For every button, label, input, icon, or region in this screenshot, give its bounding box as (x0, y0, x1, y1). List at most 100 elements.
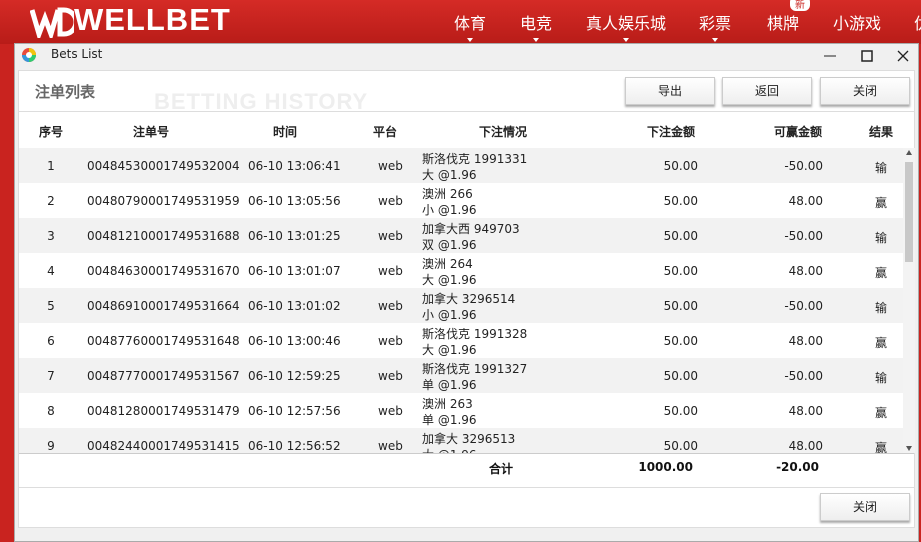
window-controls[interactable] (820, 47, 915, 65)
bet-event: 澳洲 263 (422, 397, 473, 411)
stake: 50.00 (663, 194, 698, 208)
window-title: Bets List (51, 47, 103, 61)
bet-time: 06-10 13:01:02 (248, 299, 341, 313)
bet-event: 加拿大西 949703 (422, 222, 520, 236)
platform: web (378, 404, 403, 418)
nav-item[interactable]: 真人娱乐城 (586, 10, 666, 42)
window-icon (22, 48, 36, 62)
action-button[interactable]: 导出 (625, 77, 715, 105)
window: Bets List 注单列表 BETTING HISTORY 1 00484530… (14, 43, 919, 542)
nav-arrow (533, 38, 539, 42)
platform: web (378, 264, 403, 278)
logo[interactable]: WELLBET (74, 2, 231, 37)
bet-event: 澳洲 266 (422, 187, 473, 201)
order-id: 00486910001749531664 (87, 299, 240, 313)
row-index: 1 (47, 159, 55, 173)
payout: 48.00 (788, 439, 823, 453)
nav-item[interactable]: 棋牌 (767, 14, 800, 33)
stake: 50.00 (663, 299, 698, 313)
bet-pick: 小 @1.96 (422, 308, 477, 322)
result: 赢 (874, 336, 888, 350)
bet-row: 1 00484530001749532004 06-10 13:06:41 web 斯洛… (19, 148, 903, 183)
stake: 50.00 (663, 159, 698, 173)
platform: web (378, 334, 403, 348)
nav-item[interactable]: 小游戏 (833, 14, 882, 33)
bet-time: 06-10 13:01:07 (248, 264, 341, 278)
bet-event: 斯洛伐克 1991327 (422, 362, 528, 376)
nav-item[interactable]: 电竞 (520, 10, 552, 42)
result: 输 (874, 161, 888, 175)
column-header: 下注情况 (478, 125, 528, 139)
bet-pick: 大 @1.96 (422, 446, 477, 453)
bet-row: 8 00481280001749531479 06-10 12:57:56 web 澳洲… (19, 393, 903, 428)
nav-arrow (712, 38, 718, 42)
row-index: 9 (47, 439, 55, 453)
bet-event: 斯洛伐克 1991328 (422, 327, 528, 341)
action-button[interactable]: 关闭 (820, 77, 910, 105)
nav-item[interactable]: 优 (914, 10, 921, 34)
bet-pick: 小 @1.96 (422, 203, 477, 217)
payout: -50.00 (784, 159, 823, 173)
bet-row: 7 00487770001749531567 06-10 12:59:25 web 斯洛… (19, 358, 903, 393)
bet-time: 06-10 12:57:56 (248, 404, 341, 418)
payout: 48.00 (788, 194, 823, 208)
order-id: 00484630001749531670 (87, 264, 240, 278)
bet-time: 06-10 12:56:52 (248, 439, 341, 453)
nav-arrow (467, 38, 473, 42)
bet-time: 06-10 13:05:56 (248, 194, 341, 208)
bet-row: 2 00480790001749531959 06-10 13:05:56 web 澳洲… (19, 183, 903, 218)
bet-row: 5 00486910001749531664 06-10 13:01:02 web 加拿… (19, 288, 903, 323)
result: 赢 (874, 196, 888, 210)
row-index: 7 (47, 369, 55, 383)
bet-row: 3 00481210001749531688 06-10 13:01:25 web 加拿… (19, 218, 903, 253)
stake: 50.00 (663, 404, 698, 418)
row-index: 2 (47, 194, 55, 208)
platform: web (378, 194, 403, 208)
column-header: 注单号 (132, 125, 170, 139)
scrollbar[interactable] (903, 148, 915, 453)
payout: 48.00 (788, 264, 823, 278)
stake: 50.00 (663, 334, 698, 348)
order-id: 00481280001749531479 (87, 404, 240, 418)
stake: 50.00 (663, 369, 698, 383)
column-header: 序号 (38, 125, 64, 139)
platform: web (378, 369, 403, 383)
platform: web (378, 299, 403, 313)
row-index: 5 (47, 299, 55, 313)
row-index: 6 (47, 334, 55, 348)
stake: 50.00 (663, 264, 698, 278)
payout: -50.00 (784, 369, 823, 383)
new-badge: 新 (790, 0, 810, 11)
bet-pick: 双 @1.96 (422, 238, 477, 252)
bet-pick: 单 @1.96 (422, 413, 477, 427)
row-index: 3 (47, 229, 55, 243)
bet-pick: 单 @1.96 (422, 378, 477, 392)
result: 赢 (874, 441, 888, 453)
result: 赢 (874, 266, 888, 280)
bet-event: 加拿大 3296513 (422, 432, 516, 446)
column-header: 可赢金额 (773, 125, 823, 139)
column-header: 结果 (868, 125, 894, 139)
action-button[interactable]: 返回 (722, 77, 812, 105)
nav-item[interactable]: 体育 (454, 10, 486, 42)
result: 赢 (874, 406, 888, 420)
column-header: 平台 (372, 125, 398, 139)
nav-arrow (623, 38, 629, 42)
logo-icon (30, 7, 74, 38)
bet-time: 06-10 13:06:41 (248, 159, 341, 173)
close-button[interactable]: 关闭 (820, 493, 910, 521)
bet-time: 06-10 13:01:25 (248, 229, 341, 243)
payout: 48.00 (788, 404, 823, 418)
order-id: 00481210001749531688 (87, 229, 240, 243)
nav-item[interactable]: 彩票 (699, 10, 731, 42)
bet-row: 4 00484630001749531670 06-10 13:01:07 web 澳洲… (19, 253, 903, 288)
payout: -50.00 (784, 229, 823, 243)
total-win: -20.00 (776, 460, 819, 474)
order-id: 00484530001749532004 (87, 159, 240, 173)
stake: 50.00 (663, 439, 698, 453)
order-id: 00482440001749531415 (87, 439, 240, 453)
row-index: 4 (47, 264, 55, 278)
bet-row: 9 00482440001749531415 06-10 12:56:52 web 加拿… (19, 428, 903, 453)
order-id: 00487760001749531648 (87, 334, 240, 348)
